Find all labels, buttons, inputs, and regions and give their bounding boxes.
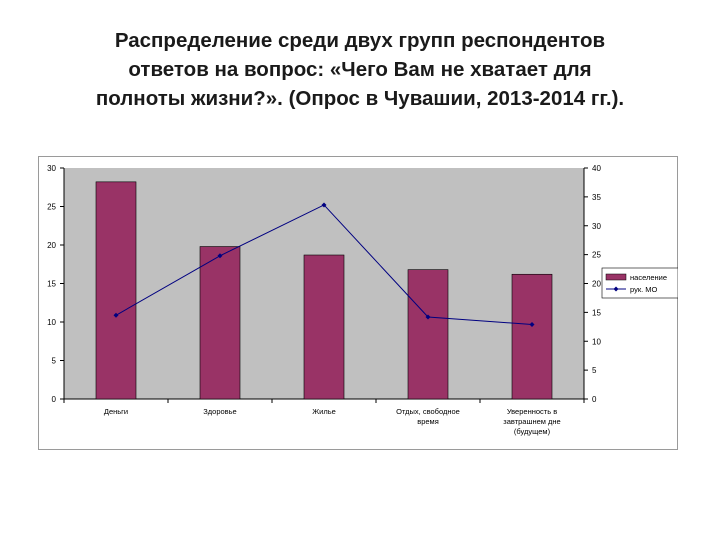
left-axis-tick-label: 30 xyxy=(47,164,56,173)
legend-label-ruk-mo: рук. МО xyxy=(630,285,658,294)
right-axis-tick-label: 30 xyxy=(592,222,601,231)
right-axis-tick-label: 20 xyxy=(592,280,601,289)
line-point xyxy=(217,253,223,259)
left-axis-tick-label: 25 xyxy=(47,203,56,212)
left-axis-tick-label: 0 xyxy=(52,395,57,404)
line-point xyxy=(529,322,535,328)
slide-title: Распределение среди двух групп респонден… xyxy=(20,26,700,113)
left-axis-tick-label: 10 xyxy=(47,318,56,327)
category-label: Жилье xyxy=(312,407,336,416)
bar xyxy=(199,246,241,400)
title-line-3: полноты жизни?». (Опрос в Чувашии, 2013-… xyxy=(95,87,625,110)
right-axis-tick-label: 25 xyxy=(592,251,601,260)
legend-swatch-bar xyxy=(605,273,627,281)
left-axis-tick-label: 20 xyxy=(47,241,56,250)
bar xyxy=(511,273,553,400)
right-axis-tick-label: 15 xyxy=(592,308,601,317)
line-point xyxy=(321,202,327,208)
legend-label-naselenie: население xyxy=(630,273,667,282)
left-axis-tick-label: 5 xyxy=(52,357,57,366)
right-axis-tick-label: 5 xyxy=(592,366,597,375)
right-axis-tick-label: 35 xyxy=(592,193,601,202)
right-axis-tick-label: 40 xyxy=(592,164,601,173)
title-line-2: ответов на вопрос: «Чего Вам не хватает … xyxy=(128,58,592,81)
category-label: Здоровье xyxy=(203,407,236,416)
right-axis-tick-label: 0 xyxy=(592,395,597,404)
category-label: Уверенность в завтрашнем дне (будущем) xyxy=(503,407,560,436)
legend-swatch-marker xyxy=(613,286,619,292)
bar xyxy=(95,181,137,400)
title-line-1: Распределение среди двух групп респонден… xyxy=(114,29,606,52)
right-axis-tick-label: 10 xyxy=(592,337,601,346)
bar xyxy=(407,269,449,400)
category-label: Отдых, свободное время xyxy=(396,407,460,426)
line-point xyxy=(425,314,431,320)
combo-chart: 0 5 10 15 20 25 30 0 5 10 15 20 25 30 35 40 Деньги Здоров… xyxy=(47,164,678,436)
bar xyxy=(303,254,345,400)
left-axis-tick-label: 15 xyxy=(47,280,56,289)
category-label: Деньги xyxy=(104,407,128,416)
legend xyxy=(601,267,678,299)
line-point xyxy=(113,312,119,318)
